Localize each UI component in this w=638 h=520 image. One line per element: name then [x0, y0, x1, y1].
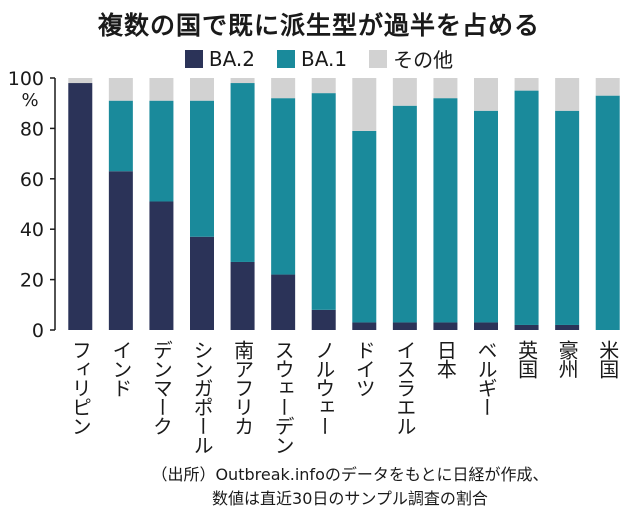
bar-12-series-2: [555, 78, 580, 111]
bar-1-series-2: [108, 78, 133, 101]
bar-3-series-2: [190, 78, 214, 101]
bar-3-series-0: [190, 236, 214, 330]
bar-5-series-1: [271, 98, 296, 275]
bar-7-series-0: [352, 322, 377, 330]
bar-10-series-0: [474, 322, 498, 330]
y-tick-label-80: 80: [20, 118, 44, 140]
x-label-1: インド: [109, 340, 133, 397]
x-label-0: フィリピン: [68, 340, 92, 435]
bar-11-series-1: [514, 90, 539, 325]
legend-swatch-0: [184, 49, 203, 68]
bar-10-series-1: [474, 110, 498, 323]
bar-5-series-0: [271, 274, 296, 330]
bar-8-series-1: [392, 105, 417, 323]
bar-9-series-2: [433, 78, 458, 99]
y-tick-label-100: 100: [8, 68, 44, 90]
bar-8-series-2: [392, 78, 417, 106]
bar-6-series-0: [311, 309, 336, 330]
x-label-13: 米国: [596, 340, 620, 379]
legend-label-0: BA.2: [208, 46, 255, 71]
x-label-5: スウェーデン: [271, 340, 295, 454]
bar-11-series-0: [514, 324, 539, 330]
bar-4-series-0: [230, 261, 255, 330]
x-label-8: イスラエル: [393, 340, 417, 435]
legend-swatch-2: [369, 49, 388, 68]
y-tick-label-20: 20: [20, 270, 44, 292]
legend-item-0: BA.2: [184, 44, 255, 73]
bar-8-series-0: [392, 322, 417, 330]
bar-12-series-1: [555, 110, 580, 325]
bar-0-series-0: [68, 83, 93, 330]
bar-0-series-2: [68, 78, 93, 84]
bar-2-series-0: [149, 201, 174, 330]
bar-9-series-1: [433, 98, 458, 323]
y-tick-label-0: 0: [32, 320, 44, 342]
source-line-2: 数値は直近30日のサンプル調査の割合: [212, 489, 488, 508]
x-label-4: 南アフリカ: [231, 340, 255, 435]
bar-2-series-1: [149, 100, 174, 202]
source-note: （出所）Outbreak.infoのデータをもとに日経が作成、 数値は直近30日…: [70, 463, 630, 511]
legend: BA.2 BA.1 その他: [0, 44, 638, 73]
x-label-12: 豪州: [555, 340, 579, 379]
legend-label-2: その他: [393, 48, 454, 72]
bar-1-series-0: [108, 171, 133, 330]
stacked-bar-chart: 0 20 40 60 80 100% フィリピン インド デンマーク シンガポール 南アフリカ スウェ…: [8, 68, 620, 454]
legend-label-1: BA.1: [301, 46, 348, 71]
bar-11-series-2: [514, 78, 539, 91]
y-axis-unit: %: [21, 90, 38, 111]
bar-7-series-2: [352, 78, 377, 131]
bar-6-series-2: [311, 78, 336, 94]
legend-item-1: BA.1: [277, 44, 347, 73]
legend-swatch-1: [277, 49, 295, 68]
bar-12-series-0: [555, 324, 580, 330]
bar-10-series-2: [474, 78, 498, 111]
x-label-10: ベルギー: [474, 340, 498, 416]
y-tick-label-60: 60: [20, 169, 44, 191]
bar-2-series-2: [149, 78, 174, 101]
bar-13-series-1: [595, 95, 620, 330]
x-label-3: シンガポール: [190, 340, 214, 454]
bar-9-series-0: [433, 322, 458, 330]
bar-6-series-1: [311, 93, 336, 310]
x-label-7: ドイツ: [352, 340, 376, 397]
legend-item-2: その他: [369, 44, 453, 73]
bar-3-series-1: [190, 100, 214, 237]
x-label-11: 英国: [515, 340, 539, 379]
x-label-6: ノルウェー: [312, 340, 336, 435]
x-label-9: 日本: [433, 340, 457, 379]
y-tick-label-40: 40: [20, 219, 44, 241]
bar-7-series-1: [352, 130, 377, 323]
bar-4-series-1: [230, 83, 255, 262]
bar-4-series-2: [230, 78, 255, 84]
chart-title: 複数の国で既に派生型が過半を占める: [97, 11, 540, 40]
bar-1-series-1: [108, 100, 133, 172]
source-line-1: （出所）Outbreak.infoのデータをもとに日経が作成、: [151, 465, 549, 484]
bar-13-series-2: [595, 78, 620, 96]
bar-5-series-2: [271, 78, 296, 99]
x-label-2: デンマーク: [149, 340, 173, 435]
